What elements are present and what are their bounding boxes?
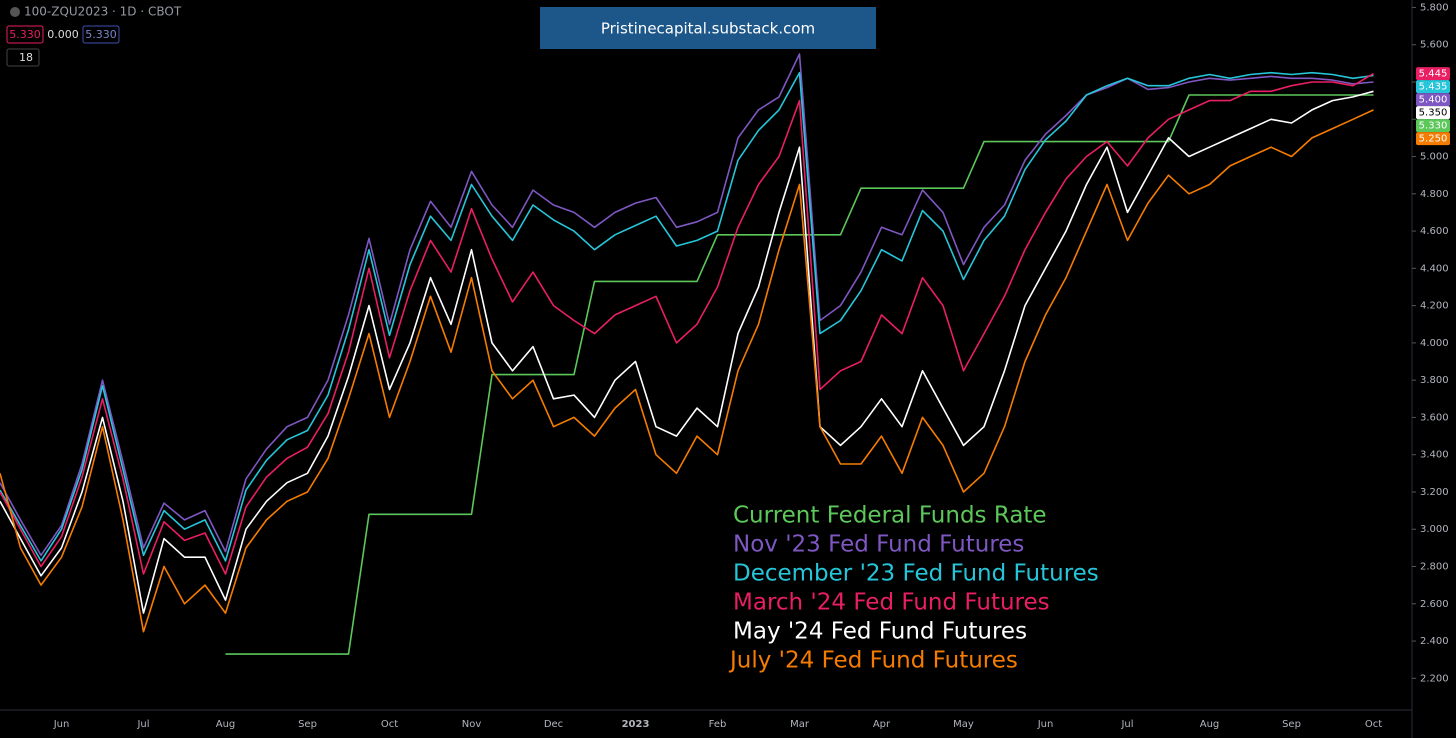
y-tick-label: 4.200 — [1420, 301, 1449, 312]
last-value-badge — [1416, 106, 1450, 120]
last-value-label: 5.250 — [1419, 134, 1448, 145]
y-tick-label: 4.400 — [1420, 263, 1449, 274]
last-value-label: 5.350 — [1419, 108, 1448, 119]
badge-text: 5.330 — [85, 28, 117, 41]
legend-entry: May '24 Fed Fund Futures — [733, 619, 1027, 645]
legend-entry: March '24 Fed Fund Futures — [733, 590, 1050, 616]
y-tick-label: 2.400 — [1420, 636, 1449, 647]
last-value-label: 5.445 — [1419, 69, 1448, 80]
series-line — [0, 72, 1374, 575]
x-tick-label: Oct — [381, 719, 398, 730]
y-tick-label: 2.800 — [1420, 562, 1449, 573]
last-value-badge — [1416, 80, 1450, 94]
watermark-box — [540, 7, 876, 49]
last-value-badge — [1416, 93, 1450, 107]
y-tick-label: 4.000 — [1420, 338, 1449, 349]
x-tick-label: Jul — [1120, 719, 1133, 730]
badge-text: 5.330 — [9, 28, 41, 41]
y-tick-label: 3.400 — [1420, 450, 1449, 461]
series-line — [225, 94, 1374, 655]
y-tick-label: 4.800 — [1420, 189, 1449, 200]
x-tick-label: Oct — [1365, 719, 1382, 730]
symbol-icon — [10, 7, 20, 17]
interval-text: 18 — [19, 51, 33, 64]
y-tick-label: 3.000 — [1420, 524, 1449, 535]
x-tick-label: Jul — [136, 719, 149, 730]
symbol-title: 100-ZQU2023 · 1D · CBOT — [24, 5, 182, 19]
y-tick-label: 2.200 — [1420, 673, 1449, 684]
y-tick-label: 2.600 — [1420, 599, 1449, 610]
x-tick-label: Jun — [1037, 719, 1054, 730]
series-line — [0, 71, 1374, 562]
last-value-badge — [1416, 132, 1450, 146]
series-line — [0, 90, 1374, 614]
last-value-badge — [1416, 67, 1450, 81]
plot-area — [0, 53, 1374, 655]
last-value-label: 5.330 — [1419, 121, 1448, 132]
legend-entry: Nov '23 Fed Fund Futures — [733, 532, 1024, 558]
x-tick-label: Apr — [873, 719, 891, 730]
x-tick-label: Aug — [216, 719, 236, 730]
legend: Current Federal Funds Rate Nov '23 Fed Fu… — [728, 503, 1099, 674]
y-tick-label: 4.600 — [1420, 226, 1449, 237]
x-tick-label: May — [953, 719, 974, 730]
y-tick-label: 3.600 — [1420, 412, 1449, 423]
series-line — [0, 109, 1374, 633]
last-value-badge — [1416, 119, 1450, 133]
x-tick-label: Dec — [544, 719, 563, 730]
y-tick-label: 5.000 — [1420, 152, 1449, 163]
x-tick-label: Feb — [709, 719, 727, 730]
legend-entry: December '23 Fed Fund Futures — [733, 561, 1099, 587]
watermark: Pristinecapital.substack.com — [601, 20, 815, 38]
y-tick-label: 3.200 — [1420, 487, 1449, 498]
y-tick-label: 5.800 — [1420, 2, 1449, 13]
x-tick-label: Sep — [1282, 719, 1301, 730]
x-tick-label: Aug — [1200, 719, 1220, 730]
y-tick-label: 3.800 — [1420, 375, 1449, 386]
x-tick-label: 2023 — [622, 719, 650, 730]
legend-entry: Current Federal Funds Rate — [733, 503, 1047, 529]
legend-entry: July '24 Fed Fund Futures — [728, 648, 1018, 674]
badge — [82, 25, 120, 44]
badge-text: 0.000 — [47, 28, 79, 41]
x-tick-label: Sep — [298, 719, 317, 730]
series-line — [0, 53, 1374, 557]
last-value-label: 5.400 — [1419, 95, 1448, 106]
x-tick-label: Mar — [790, 719, 810, 730]
x-tick-label: Jun — [53, 719, 70, 730]
x-tick-label: Nov — [462, 719, 482, 730]
interval-box — [6, 48, 40, 67]
badge — [6, 25, 44, 44]
y-tick-label: 5.600 — [1420, 40, 1449, 51]
last-value-label: 5.435 — [1419, 82, 1448, 93]
